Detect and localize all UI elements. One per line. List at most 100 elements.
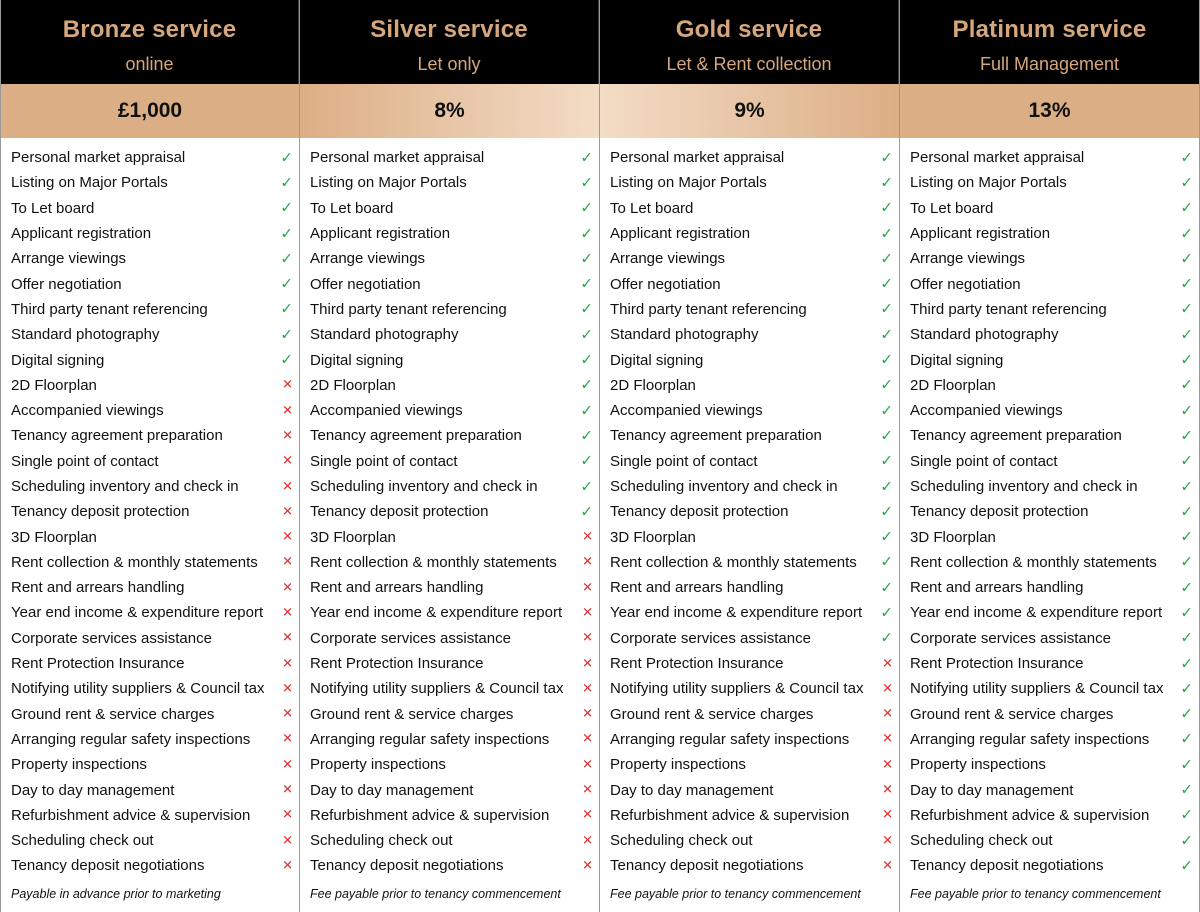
feature-row: Property inspections ✓ [900, 752, 1199, 777]
feature-label: 2D Floorplan [610, 376, 696, 394]
tick-icon: ✓ [880, 326, 893, 344]
feature-label: Notifying utility suppliers & Council ta… [310, 680, 564, 698]
tick-icon: ✓ [1180, 427, 1193, 445]
feature-row: Tenancy agreement preparation ✓ [600, 423, 899, 448]
feature-label: Refurbishment advice & supervision [310, 806, 550, 824]
feature-label: Accompanied viewings [11, 402, 164, 420]
feature-label: Arranging regular safety inspections [310, 730, 550, 748]
tick-icon: ✓ [1180, 326, 1193, 344]
feature-label: Corporate services assistance [610, 629, 811, 647]
feature-row: Applicant registration ✓ [1, 221, 299, 246]
feature-label: Arrange viewings [11, 250, 127, 268]
tick-icon: ✓ [880, 402, 893, 420]
cross-icon: ✕ [582, 680, 593, 696]
feature-label: Offer negotiation [610, 275, 721, 293]
tick-icon: ✓ [880, 199, 893, 217]
cross-icon: ✕ [282, 427, 293, 443]
feature-list: Personal market appraisal ✓ Listing on Maj… [1, 145, 299, 879]
feature-label: Standard photography [910, 326, 1059, 344]
cross-icon: ✕ [282, 503, 293, 519]
feature-label: 3D Floorplan [610, 528, 696, 546]
feature-row: Tenancy agreement preparation ✕ [1, 423, 299, 448]
feature-row: Arrange viewings ✓ [300, 246, 599, 271]
feature-row: Standard photography ✓ [600, 322, 899, 347]
tick-icon: ✓ [580, 250, 593, 268]
feature-row: Personal market appraisal ✓ [900, 145, 1199, 170]
feature-label: 2D Floorplan [310, 376, 396, 394]
cross-icon: ✕ [282, 705, 293, 721]
tick-icon: ✓ [1180, 629, 1193, 647]
feature-label: Offer negotiation [910, 275, 1021, 293]
tick-icon: ✓ [880, 629, 893, 647]
feature-row: To Let board ✓ [1, 196, 299, 221]
tick-icon: ✓ [580, 275, 593, 293]
feature-label: 3D Floorplan [910, 528, 996, 546]
feature-label: 2D Floorplan [910, 376, 996, 394]
feature-row: Rent and arrears handling ✓ [600, 575, 899, 600]
feature-label: Third party tenant referencing [310, 300, 507, 318]
feature-row: Rent Protection Insurance ✕ [300, 651, 599, 676]
tick-icon: ✓ [1180, 705, 1193, 723]
cross-icon: ✕ [582, 731, 593, 747]
feature-row: To Let board ✓ [600, 196, 899, 221]
cross-icon: ✕ [582, 655, 593, 671]
tick-icon: ✓ [580, 478, 593, 496]
feature-label: Scheduling check out [310, 832, 453, 850]
tick-icon: ✓ [280, 301, 293, 319]
feature-row: Notifying utility suppliers & Council ta… [600, 676, 899, 701]
feature-row: Rent collection & monthly statements ✓ [600, 550, 899, 575]
tick-icon: ✓ [880, 478, 893, 496]
cross-icon: ✕ [282, 402, 293, 418]
feature-label: Digital signing [11, 351, 105, 369]
tick-icon: ✓ [1180, 351, 1193, 369]
feature-label: Notifying utility suppliers & Council ta… [11, 680, 265, 698]
feature-row: Property inspections ✕ [600, 752, 899, 777]
feature-label: Applicant registration [610, 225, 751, 243]
feature-row: Corporate services assistance ✓ [600, 626, 899, 651]
cross-icon: ✕ [882, 680, 893, 696]
feature-label: 3D Floorplan [11, 528, 97, 546]
tick-icon: ✓ [580, 149, 593, 167]
cross-icon: ✕ [582, 832, 593, 848]
feature-row: Offer negotiation ✓ [300, 271, 599, 296]
tick-icon: ✓ [1180, 452, 1193, 470]
tick-icon: ✓ [880, 376, 893, 394]
feature-row: Refurbishment advice & supervision ✕ [600, 803, 899, 828]
cross-icon: ✕ [882, 857, 893, 873]
feature-label: Arrange viewings [610, 250, 726, 268]
cross-icon: ✕ [882, 807, 893, 823]
plan-column-silver: Silver service Let only 8% Personal mark… [300, 0, 600, 912]
feature-row: Arrange viewings ✓ [1, 246, 299, 271]
tick-icon: ✓ [1180, 149, 1193, 167]
tick-icon: ✓ [280, 199, 293, 217]
tick-icon: ✓ [580, 376, 593, 394]
plan-price: 13% [900, 84, 1199, 138]
feature-row: Listing on Major Portals ✓ [600, 170, 899, 195]
feature-row: Rent Protection Insurance ✓ [900, 651, 1199, 676]
tick-icon: ✓ [580, 225, 593, 243]
cross-icon: ✕ [282, 807, 293, 823]
feature-label: To Let board [910, 199, 994, 217]
feature-row: Rent and arrears handling ✕ [300, 575, 599, 600]
feature-label: Offer negotiation [310, 275, 421, 293]
plan-title: Silver service [370, 16, 528, 43]
feature-label: Digital signing [310, 351, 404, 369]
tick-icon: ✓ [880, 174, 893, 192]
cross-icon: ✕ [282, 680, 293, 696]
feature-row: Rent and arrears handling ✓ [900, 575, 1199, 600]
feature-label: Property inspections [11, 756, 147, 774]
feature-label: Day to day management [910, 781, 1074, 799]
feature-label: Rent collection & monthly statements [11, 553, 258, 571]
feature-label: Personal market appraisal [910, 149, 1085, 167]
tick-icon: ✓ [880, 351, 893, 369]
feature-label: Single point of contact [910, 452, 1058, 470]
feature-label: Tenancy deposit negotiations [910, 857, 1104, 875]
cross-icon: ✕ [282, 604, 293, 620]
feature-row: Listing on Major Portals ✓ [300, 170, 599, 195]
cross-icon: ✕ [582, 629, 593, 645]
plan-column-platinum: Platinum service Full Management 13% Per… [900, 0, 1200, 912]
feature-row: Scheduling inventory and check in ✓ [600, 474, 899, 499]
feature-row: Offer negotiation ✓ [600, 271, 899, 296]
tick-icon: ✓ [1180, 528, 1193, 546]
